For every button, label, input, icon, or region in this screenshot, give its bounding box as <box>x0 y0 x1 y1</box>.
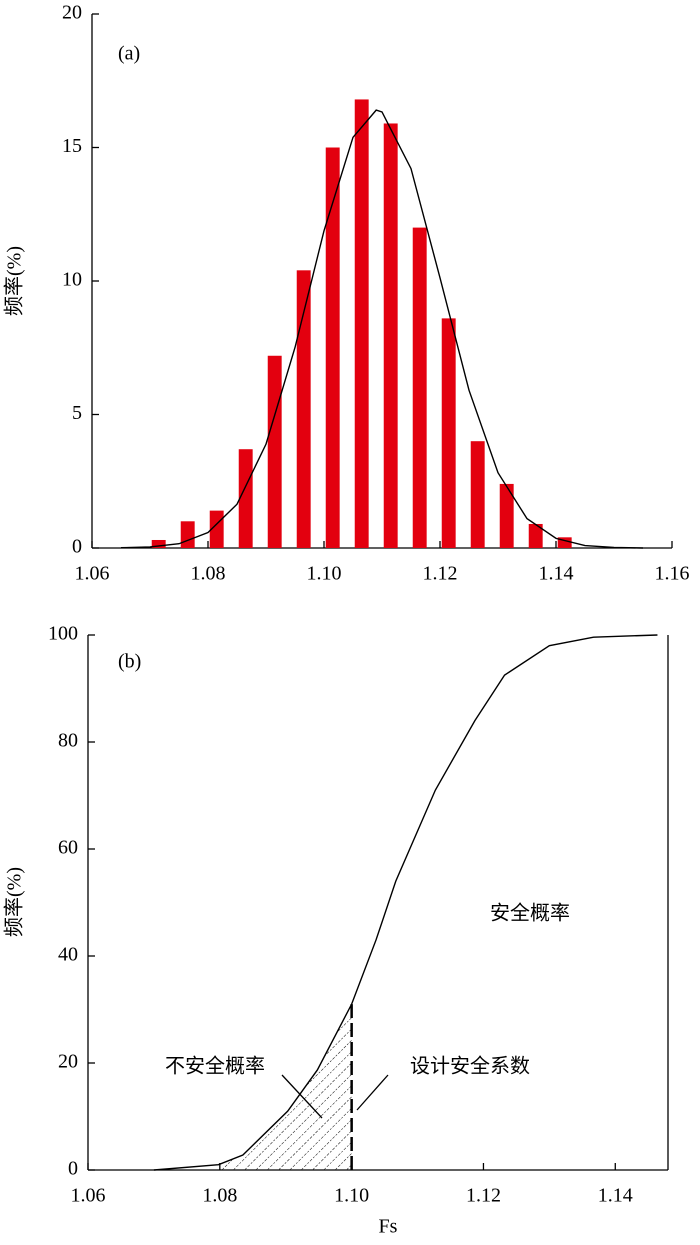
y-tick-label: 80 <box>58 730 78 752</box>
y-tick-label: 20 <box>58 1051 78 1073</box>
bar <box>354 99 369 548</box>
x-tick-label: 1.10 <box>334 1185 369 1207</box>
bar <box>499 483 514 548</box>
bar <box>412 227 427 548</box>
cdf-curve <box>153 634 658 1171</box>
fit-curve <box>120 109 644 549</box>
y-tick-label: 60 <box>58 837 78 859</box>
x-tick-label: 1.08 <box>191 563 226 585</box>
bar <box>528 523 543 548</box>
bar <box>267 355 282 548</box>
y-axis-label: 频率(%) <box>3 867 26 937</box>
y-tick-label: 100 <box>48 623 78 645</box>
x-tick-label: 1.14 <box>539 563 574 585</box>
y-tick-label: 0 <box>72 536 82 558</box>
annotation: 安全概率 <box>490 902 570 925</box>
bar <box>151 539 166 548</box>
bar <box>296 270 311 548</box>
panel-label: (b) <box>118 651 141 673</box>
x-axis-label: Fs <box>379 1216 398 1238</box>
x-tick-label: 1.06 <box>75 563 110 585</box>
x-tick-label: 1.10 <box>307 563 342 585</box>
y-tick-label: 15 <box>62 135 82 157</box>
x-tick-label: 1.12 <box>423 563 458 585</box>
panel-label: (a) <box>118 43 140 65</box>
x-tick-label: 1.06 <box>71 1185 106 1207</box>
y-tick-label: 5 <box>72 402 82 424</box>
y-tick-label: 0 <box>68 1158 78 1180</box>
x-tick-label: 1.14 <box>598 1185 633 1207</box>
x-tick-label: 1.08 <box>202 1185 237 1207</box>
y-tick-label: 20 <box>62 2 82 24</box>
y-tick-label: 40 <box>58 944 78 966</box>
annotation: 不安全概率 <box>165 1055 265 1078</box>
bar <box>470 441 485 548</box>
bar <box>325 147 340 548</box>
bar <box>383 123 398 548</box>
annotation: 设计安全系数 <box>410 1055 530 1078</box>
bar <box>180 521 195 548</box>
bar <box>238 449 253 548</box>
y-axis-label: 频率(%) <box>3 246 26 316</box>
leader-line <box>356 1074 389 1111</box>
x-tick-label: 1.12 <box>466 1185 501 1207</box>
bar <box>557 537 572 548</box>
x-tick-label: 1.16 <box>655 563 690 585</box>
y-tick-label: 10 <box>62 269 82 291</box>
unsafe-region <box>219 1004 352 1170</box>
bar <box>441 318 456 548</box>
